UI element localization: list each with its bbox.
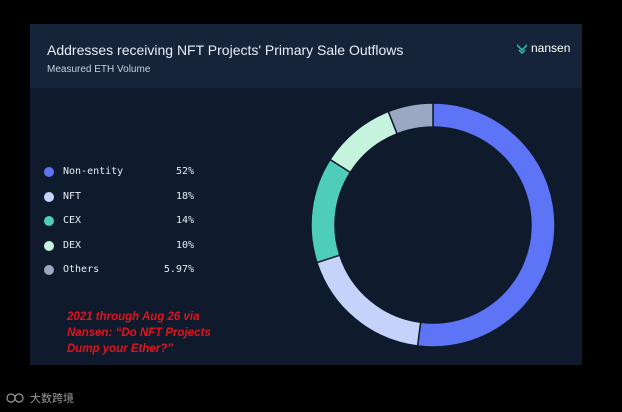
legend-label: Others: [63, 264, 100, 275]
legend-label: DEX: [63, 239, 82, 251]
annotation-line: Nansen: “Do NFT Projects: [67, 327, 211, 339]
watermark-text: 大数跨境: [30, 393, 74, 405]
legend-value: 14%: [175, 215, 194, 226]
legend-label: Non-entity: [63, 166, 124, 177]
watermark-logo-icon: [6, 393, 24, 403]
annotation-line: Dump your Ether?”: [67, 343, 174, 355]
legend-swatch: [44, 167, 54, 177]
donut-slice-dex: [329, 110, 399, 174]
legend-item: DEX 10%: [44, 240, 194, 265]
legend-label: CEX: [63, 215, 82, 226]
legend-swatch: [44, 265, 54, 275]
legend-swatch: [44, 191, 54, 202]
legend-item: Non-entity 52%: [44, 166, 194, 191]
legend-item: CEX 14%: [44, 215, 194, 240]
legend-swatch: [44, 216, 54, 226]
chart-legend: Non-entity 52% NFT 18% CEX 14% DEX 10% Others 5.9…: [44, 166, 194, 289]
legend-item: NFT 18%: [44, 191, 194, 216]
legend-value: 10%: [175, 239, 194, 251]
chart-title: Addresses receiving NFT Projects' Primar…: [47, 42, 404, 58]
annotation-line: 2021 through Aug 26 via: [67, 311, 200, 323]
donut-chart: [310, 102, 556, 348]
legend-label: NFT: [63, 190, 82, 202]
donut-slice-others: [387, 102, 434, 135]
chart-subtitle: Measured ETH Volume: [47, 64, 151, 75]
nansen-logo-icon: [517, 44, 527, 54]
source-annotation: 2021 through Aug 26 via Nansen: “Do NFT …: [67, 309, 267, 357]
donut-slice-nft: [315, 254, 422, 347]
watermark: 大数跨境: [6, 390, 74, 406]
chart-card: Addresses receiving NFT Projects' Primar…: [30, 24, 582, 365]
chart-header: Addresses receiving NFT Projects' Primar…: [30, 24, 582, 88]
legend-value: 5.97%: [163, 264, 194, 275]
legend-value: 52%: [175, 166, 194, 177]
brand-name: nansen: [531, 41, 571, 55]
legend-item: Others 5.97%: [44, 264, 194, 289]
donut-slice-non-entity: [416, 102, 556, 348]
legend-value: 18%: [175, 190, 194, 202]
donut-slice-cex: [310, 158, 352, 264]
brand-logo: nansen: [516, 39, 570, 57]
legend-swatch: [44, 240, 54, 251]
